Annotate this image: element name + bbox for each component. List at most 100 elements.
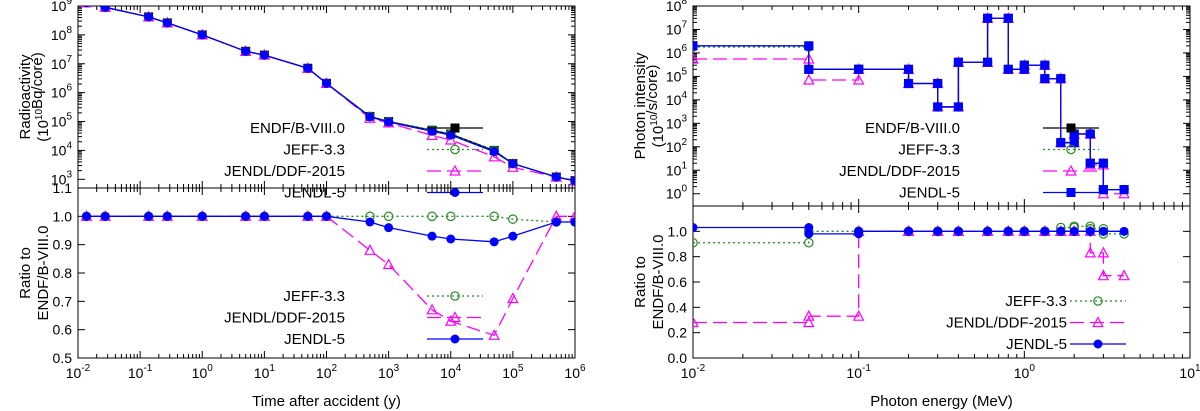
data-point: [693, 52, 699, 64]
data-point: [933, 226, 943, 236]
data-point: [81, 211, 91, 221]
data-point: [508, 214, 518, 224]
y-tick-label: 1.1: [53, 180, 73, 196]
legend-label: JEFF-3.3: [898, 142, 960, 159]
x-tick-label: 106: [564, 363, 586, 381]
data-point: [1097, 246, 1110, 258]
y-tick-label: 1.0: [668, 223, 688, 239]
y-tick-label: 101: [666, 160, 688, 178]
legend-marker: [450, 188, 460, 197]
x-axis-label: Time after accident (y): [252, 393, 401, 410]
data-point: [1119, 226, 1129, 236]
y-axis-label: Ratio to: [632, 256, 649, 308]
legend-label: ENDF/B-VIII.0: [865, 120, 960, 137]
data-point: [804, 223, 814, 233]
panel-left-bottom: 10-2 10-1 100 101 102 103 104 105 106 0.5 0.6 0.7 0.…: [17, 180, 586, 410]
legend-label: JEFF-3.3: [283, 142, 345, 159]
series-JENDL-5: [693, 13, 1129, 195]
data-point: [445, 211, 456, 222]
data-point: [802, 309, 815, 321]
data-point: [1056, 74, 1066, 84]
y-tick-label: 0.0: [668, 350, 688, 366]
data-point: [446, 234, 456, 244]
series-JENDL-5: [81, 211, 575, 247]
y-tick-label: 0.6: [668, 274, 688, 290]
data-point: [933, 78, 943, 88]
data-point: [489, 147, 499, 157]
legend-label: JENDL-5: [284, 331, 345, 348]
x-tick-label: 100: [1014, 363, 1036, 381]
data-point: [489, 211, 499, 222]
data-point: [303, 211, 313, 221]
series-JENDL-5: [693, 223, 1129, 239]
y-tick-label: 108: [51, 25, 73, 43]
legend-marker: [450, 144, 460, 155]
y-tick-label: 103: [666, 113, 688, 131]
x-tick-label: 10-2: [681, 363, 706, 381]
legend-label: JENDL/DDF-2015: [946, 315, 1067, 332]
series-JENDL/DDF-2015: [693, 225, 1130, 328]
y-axis-label: ENDF/B-VIII.0: [650, 234, 667, 329]
data-point: [802, 73, 815, 85]
data-point: [162, 18, 172, 28]
legend-marker: [449, 164, 461, 176]
data-point: [804, 64, 814, 74]
y-axis-label: Photon intensity: [632, 52, 649, 159]
data-point: [322, 211, 331, 221]
y-tick-label: 100: [666, 184, 688, 202]
legend-label: ENDF/B-VIII.0: [250, 120, 345, 137]
data-point: [1003, 226, 1013, 236]
legend-label: JEFF-3.3: [283, 288, 345, 305]
data-point: [933, 102, 943, 112]
x-tick-label: 101: [1179, 363, 1200, 381]
data-point: [1040, 74, 1050, 84]
y-tick-label: 0.5: [53, 350, 73, 366]
data-point: [1019, 60, 1029, 70]
y-tick-label: 109: [51, 0, 73, 14]
y-tick-label: 0.4: [668, 299, 688, 315]
data-point: [197, 211, 207, 221]
series-line: [97, 6, 575, 182]
data-point: [446, 130, 456, 140]
data-point: [83, 6, 90, 8]
y-tick-label: 103: [51, 169, 73, 187]
data-point: [241, 46, 251, 56]
data-point: [804, 229, 814, 239]
y-tick-label: 105: [666, 66, 688, 84]
data-point: [100, 6, 110, 12]
data-point: [427, 126, 437, 136]
x-tick-label: 10-1: [128, 363, 153, 381]
panel-right-bottom: 10-2 10-1 100 101 0.0 0.2 0.4 0.6 0.8 1.0 Ratio to…: [632, 205, 1200, 410]
data-point: [1069, 138, 1079, 148]
x-tick-label: 105: [502, 363, 524, 381]
legend-marker: [1093, 296, 1103, 306]
legend-marker: [450, 123, 460, 133]
data-point: [365, 217, 375, 227]
x-tick-label: 10-1: [846, 363, 871, 381]
data-point: [953, 226, 963, 236]
y-axis-label: Radioactivity: [17, 54, 34, 140]
y-tick-label: 1.0: [53, 208, 73, 224]
data-point: [983, 226, 993, 236]
legend-label: JEFF-3.3: [1005, 293, 1067, 310]
data-point: [488, 329, 500, 340]
data-point: [507, 292, 519, 304]
legend-marker: [1066, 144, 1076, 155]
data-point: [303, 63, 313, 73]
data-point: [382, 258, 395, 270]
data-point: [983, 57, 993, 67]
data-point: [259, 50, 269, 60]
y-axis-label: (1010Bq/core): [29, 52, 52, 142]
data-point: [197, 30, 207, 40]
legend-marker: [450, 334, 460, 344]
legend-marker: [450, 291, 460, 301]
x-tick-label: 100: [192, 363, 214, 381]
data-point: [444, 133, 457, 145]
y-tick-label: 0.8: [53, 265, 73, 281]
data-point: [364, 244, 376, 255]
y-tick-label: 0.8: [668, 249, 688, 265]
data-point: [852, 309, 865, 321]
data-point: [693, 223, 698, 233]
data-point: [1085, 158, 1095, 168]
data-point: [384, 223, 394, 233]
